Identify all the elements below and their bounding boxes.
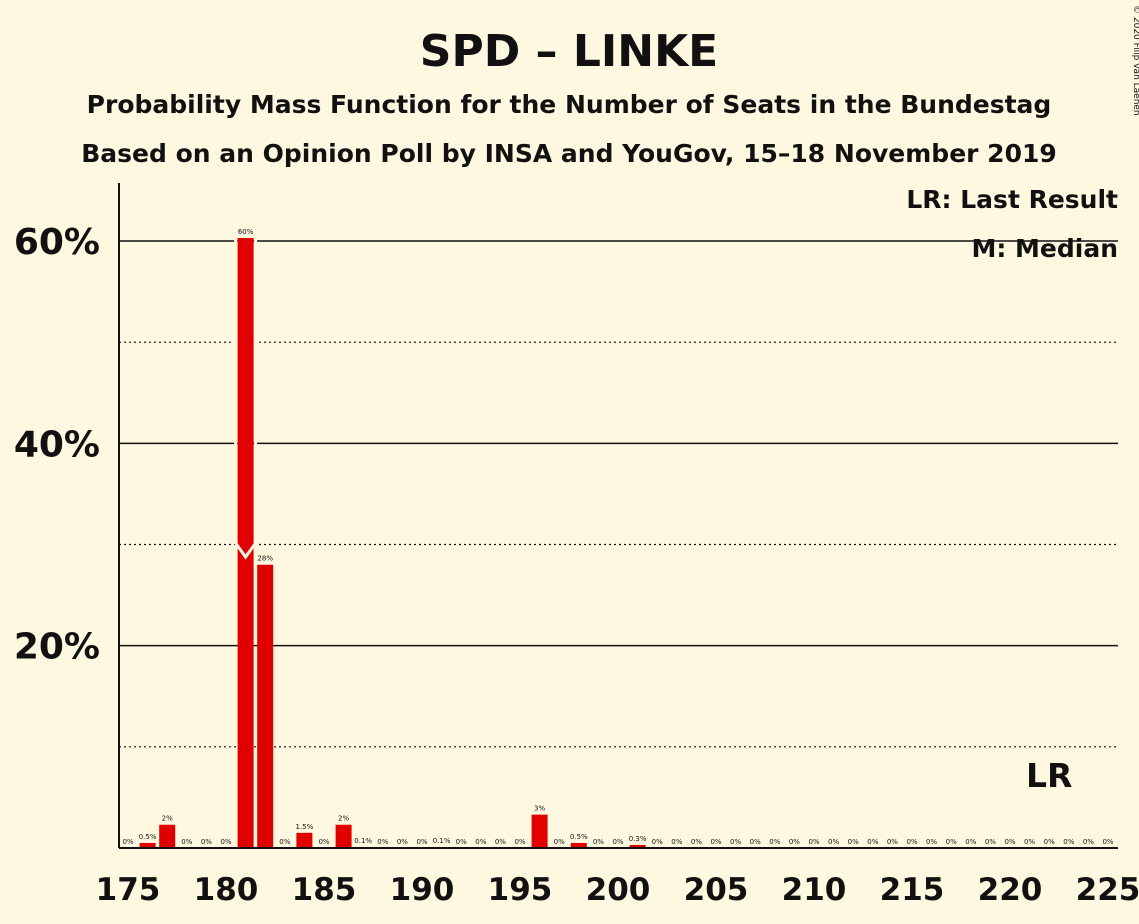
data-label-225: 0%: [1102, 838, 1113, 846]
x-tick-175: 175: [96, 872, 161, 908]
data-label-179: 0%: [201, 838, 212, 846]
data-label-201: 0.3%: [629, 835, 647, 843]
data-label-180: 0%: [220, 838, 231, 846]
y-tick-40: 40%: [14, 424, 100, 465]
legend-last-result: LR: Last Result: [906, 185, 1118, 214]
markers: LR: [234, 237, 1072, 795]
data-label-191: 0.1%: [433, 837, 451, 845]
data-label-215: 0%: [906, 838, 917, 846]
x-tick-labels: 175 180 185 190 195 200 205 210 215 220 225: [96, 872, 1139, 908]
data-label-219: 0%: [985, 838, 996, 846]
data-label-187: 0.1%: [354, 837, 372, 845]
bars: [139, 237, 646, 849]
data-label-196: 3%: [534, 805, 545, 813]
data-label-185: 0%: [318, 838, 329, 846]
data-label-220: 0%: [1004, 838, 1015, 846]
copyright-note: © 2020 Filip van Laenen: [1131, 5, 1139, 116]
data-label-197: 0%: [554, 838, 565, 846]
y-tick-20: 20%: [14, 627, 100, 668]
data-label-194: 0%: [495, 838, 506, 846]
chart-subtitle-poll: Based on an Opinion Poll by INSA and You…: [81, 139, 1057, 168]
bar-181: [237, 237, 254, 849]
bar-201: [629, 844, 646, 848]
x-tick-190: 190: [390, 872, 455, 908]
x-tick-200: 200: [586, 872, 651, 908]
data-label-205: 0%: [710, 838, 721, 846]
data-label-192: 0%: [456, 838, 467, 846]
bar-186: [335, 824, 352, 848]
data-label-224: 0%: [1083, 838, 1094, 846]
data-label-208: 0%: [769, 838, 780, 846]
data-label-190: 0%: [416, 838, 427, 846]
x-tick-185: 185: [292, 872, 357, 908]
data-label-199: 0%: [593, 838, 604, 846]
grid-lines: [119, 240, 1118, 748]
data-label-204: 0%: [691, 838, 702, 846]
data-label-182: 28%: [257, 555, 273, 563]
data-label-178: 0%: [181, 838, 192, 846]
data-label-214: 0%: [887, 838, 898, 846]
data-label-206: 0%: [730, 838, 741, 846]
y-tick-labels: 20% 40% 60%: [14, 222, 100, 668]
data-label-211: 0%: [828, 838, 839, 846]
data-label-207: 0%: [750, 838, 761, 846]
data-label-213: 0%: [867, 838, 878, 846]
data-label-222: 0%: [1044, 838, 1055, 846]
data-label-189: 0%: [397, 838, 408, 846]
bar-182: [257, 564, 274, 848]
data-label-218: 0%: [965, 838, 976, 846]
x-tick-215: 215: [880, 872, 945, 908]
bar-196: [531, 814, 548, 848]
x-tick-205: 205: [684, 872, 749, 908]
data-label-177: 2%: [162, 815, 173, 823]
data-label-195: 0%: [514, 838, 525, 846]
data-label-202: 0%: [652, 838, 663, 846]
data-label-181: 60%: [238, 228, 254, 236]
data-label-212: 0%: [848, 838, 859, 846]
data-label-209: 0%: [789, 838, 800, 846]
data-label-217: 0%: [946, 838, 957, 846]
x-tick-225: 225: [1076, 872, 1139, 908]
axes: [118, 183, 1118, 849]
median-marker: [234, 237, 258, 560]
bar-177: [159, 824, 176, 848]
chart-title: SPD – LINKE: [420, 26, 718, 77]
data-label-188: 0%: [377, 838, 388, 846]
data-label-176: 0.5%: [139, 833, 157, 841]
y-tick-60: 60%: [14, 222, 100, 263]
bar-198: [570, 842, 587, 848]
x-tick-220: 220: [978, 872, 1043, 908]
data-label-198: 0.5%: [570, 833, 588, 841]
data-label-184: 1.5%: [296, 823, 314, 831]
bar-184: [296, 832, 313, 848]
data-label-175: 0%: [122, 838, 133, 846]
x-tick-195: 195: [488, 872, 553, 908]
data-label-216: 0%: [926, 838, 937, 846]
data-label-186: 2%: [338, 815, 349, 823]
x-tick-210: 210: [782, 872, 847, 908]
data-label-183: 0%: [279, 838, 290, 846]
bar-176: [139, 842, 156, 848]
data-label-193: 0%: [475, 838, 486, 846]
legend-median: M: Median: [971, 234, 1118, 263]
x-tick-180: 180: [194, 872, 259, 908]
data-labels: 0% 0.5% 2% 0% 0% 0% 60% 28% 0% 1.5% 0% 2% 0.1% 0% 0% 0%…: [122, 228, 1113, 846]
data-label-200: 0%: [612, 838, 623, 846]
data-label-210: 0%: [808, 838, 819, 846]
data-label-221: 0%: [1024, 838, 1035, 846]
last-result-marker: LR: [1026, 756, 1072, 795]
data-label-223: 0%: [1063, 838, 1074, 846]
data-label-203: 0%: [671, 838, 682, 846]
chart-subtitle: Probability Mass Function for the Number…: [87, 90, 1052, 119]
